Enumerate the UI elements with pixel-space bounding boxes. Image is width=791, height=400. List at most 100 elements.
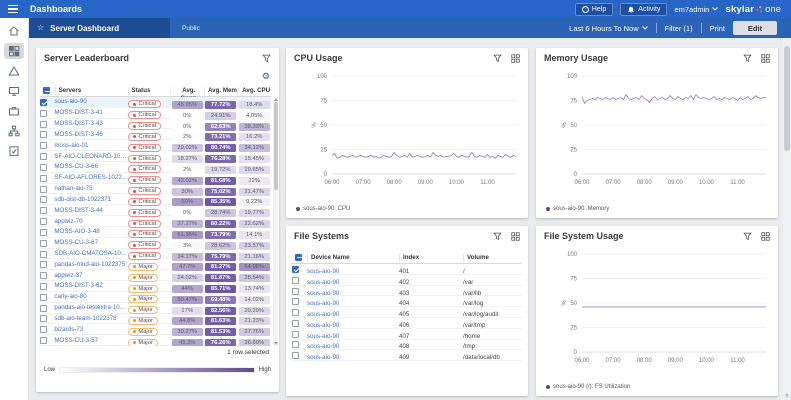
server-link[interactable]: MOSS-DIST-3-62 bbox=[54, 282, 103, 290]
edit-button[interactable]: Edit bbox=[733, 21, 777, 35]
table-row[interactable]: sous-aio-90 409/data/local/db bbox=[292, 350, 522, 361]
table-row[interactable]: appwiz-70 Critical 37.27% 80.22% 22.62% bbox=[40, 216, 271, 229]
row-checkbox[interactable] bbox=[40, 326, 47, 334]
sidebar-item-home[interactable] bbox=[4, 23, 24, 39]
server-link[interactable]: carly-aio-80 bbox=[54, 293, 87, 301]
row-checkbox[interactable] bbox=[40, 207, 47, 215]
device-link[interactable]: sous-aio-90 bbox=[307, 267, 340, 275]
table-row[interactable]: SF-AIO-AFLORES-1022328 Critical 43.02% 81.6… bbox=[40, 173, 271, 185]
table-row[interactable]: sous-aio-90 403/var/lib bbox=[292, 286, 522, 297]
help-button[interactable]: ? Help bbox=[574, 2, 614, 16]
device-link[interactable]: sous-aio-90 bbox=[307, 289, 340, 297]
server-link[interactable]: moss-aio-01 bbox=[54, 141, 89, 149]
sidebar-item-maps[interactable] bbox=[4, 123, 24, 139]
table-row[interactable]: sous-aio-90 Critical 45.95% 77.72% 18.4% bbox=[40, 97, 271, 109]
table-row[interactable]: sous-aio-90 408/tmp bbox=[292, 340, 522, 351]
select-all-checkbox[interactable] bbox=[295, 253, 302, 261]
row-checkbox[interactable] bbox=[40, 283, 47, 290]
table-row[interactable]: MOSS-DIST-3-41 Critical 0% 24.91% 4.05% bbox=[40, 108, 271, 120]
row-checkbox[interactable] bbox=[40, 185, 47, 193]
visualization-grid-icon[interactable] bbox=[761, 53, 770, 63]
server-link[interactable]: pandas-mud-aio-1022375 bbox=[54, 260, 126, 268]
server-link[interactable]: MOSS-CU-3-67 bbox=[54, 239, 99, 247]
table-row[interactable]: appwiz-37 Major 24.02% 81.87% 28.54% bbox=[40, 270, 271, 283]
table-row[interactable]: MOSS-AIO-3-48 Critical 51.35% 73.79% 14.1% bbox=[40, 227, 271, 239]
row-checkbox[interactable] bbox=[40, 163, 47, 171]
server-link[interactable]: MOSS-DIST-3-41 bbox=[54, 109, 103, 117]
activity-button[interactable]: Activity bbox=[620, 2, 668, 16]
row-checkbox[interactable] bbox=[40, 250, 47, 258]
server-link[interactable]: sdb-dist-db-1022371 bbox=[54, 195, 112, 203]
server-link[interactable]: MOSS-DIST-3-43 bbox=[54, 120, 103, 128]
row-checkbox[interactable] bbox=[40, 261, 47, 269]
row-checkbox[interactable] bbox=[292, 341, 299, 349]
row-checkbox[interactable] bbox=[40, 131, 47, 139]
table-row[interactable]: bizards-73 Major 39.27% 81.53% 27.76% bbox=[40, 324, 271, 337]
sidebar-item-devices[interactable] bbox=[4, 83, 24, 99]
row-checkbox[interactable] bbox=[292, 309, 299, 317]
scrollbar-thumb[interactable] bbox=[273, 102, 278, 190]
device-link[interactable]: sous-aio-90 bbox=[307, 354, 340, 362]
server-link[interactable]: appwiz-70 bbox=[54, 217, 83, 225]
row-checkbox[interactable] bbox=[40, 142, 47, 150]
row-checkbox[interactable] bbox=[40, 153, 47, 161]
row-checkbox[interactable] bbox=[40, 196, 47, 204]
server-link[interactable]: SDB-AIO-CMATOSA-1022327 bbox=[54, 250, 128, 257]
page-scrollbar[interactable] bbox=[783, 38, 791, 400]
server-link[interactable]: sdb-aio-team-1022378 bbox=[54, 314, 117, 322]
table-row[interactable]: pandas-aio-testextra-1022377Major 17%82.5… bbox=[40, 303, 271, 315]
device-link[interactable]: sous-aio-90 bbox=[307, 278, 340, 286]
server-link[interactable]: MOSS-CU-3-66 bbox=[54, 163, 99, 171]
table-row[interactable]: SF-AIO-CLEONARD-1022321Critical 18.27%76.… bbox=[40, 151, 271, 164]
visualization-grid-icon[interactable] bbox=[511, 53, 520, 63]
server-link[interactable]: MOSS-CU-3-57 bbox=[54, 336, 99, 344]
table-row[interactable]: sous-aio-90 401 / bbox=[292, 264, 522, 275]
row-checkbox[interactable] bbox=[40, 293, 47, 301]
print-button[interactable]: Print bbox=[709, 23, 725, 33]
table-row[interactable]: pandas-mud-aio-1022375 Major 47.7% 81.27% 54… bbox=[40, 259, 271, 272]
filter-icon[interactable] bbox=[743, 232, 752, 241]
device-link[interactable]: sous-aio-90 bbox=[307, 332, 340, 340]
row-checkbox[interactable] bbox=[40, 228, 47, 236]
row-checkbox[interactable] bbox=[40, 120, 47, 128]
row-checkbox[interactable] bbox=[40, 174, 47, 182]
table-row[interactable]: sdb-aio-team-1022378 Major 44.8% 81.63% 21.2… bbox=[40, 314, 271, 326]
row-checkbox[interactable] bbox=[40, 272, 47, 280]
sidebar-item-dashboards[interactable] bbox=[4, 43, 24, 59]
server-link[interactable]: SF-AIO-CLEONARD-1022321 bbox=[54, 152, 128, 160]
row-checkbox[interactable] bbox=[292, 319, 299, 327]
row-checkbox[interactable] bbox=[292, 287, 299, 295]
sidebar-item-events[interactable] bbox=[4, 63, 24, 79]
device-link[interactable]: sous-aio-90 bbox=[307, 343, 340, 351]
row-checkbox[interactable] bbox=[40, 337, 47, 345]
server-link[interactable]: MOSS-DIST-3-46 bbox=[54, 130, 103, 138]
row-checkbox[interactable] bbox=[40, 239, 47, 247]
table-row[interactable]: SDB-AIO-CMATOSA-1022327Critical 34.17%75.… bbox=[40, 249, 271, 261]
table-row[interactable]: MOSS-CU-3-66 Critical 2% 19.72% 19.65% bbox=[40, 162, 271, 174]
filter-icon[interactable] bbox=[493, 54, 502, 63]
gear-icon[interactable]: ⚙ bbox=[261, 71, 270, 81]
table-row[interactable]: MOSS-CU-3-67 Critical 3% 28.62% 23.57% bbox=[40, 238, 271, 250]
row-checkbox[interactable] bbox=[40, 304, 47, 312]
server-link[interactable]: sous-aio-90 bbox=[54, 98, 87, 106]
row-checkbox[interactable] bbox=[40, 109, 47, 117]
row-checkbox[interactable] bbox=[292, 330, 299, 338]
server-link[interactable]: appwiz-37 bbox=[54, 271, 83, 279]
table-row[interactable]: MOSS-DIST-3-62 Major 44% 85.71% 13.74% bbox=[40, 281, 271, 293]
sidebar-item-tickets[interactable] bbox=[4, 143, 24, 159]
device-link[interactable]: sous-aio-90 bbox=[307, 321, 340, 329]
row-checkbox[interactable] bbox=[292, 276, 299, 284]
visualization-grid-icon[interactable] bbox=[761, 231, 770, 241]
table-scrollbar[interactable] bbox=[273, 97, 278, 346]
row-checkbox[interactable] bbox=[40, 98, 47, 106]
table-row[interactable]: nathan-aio-75 Critical 30% 75.02% 21.47% bbox=[40, 184, 271, 196]
row-checkbox[interactable] bbox=[292, 265, 299, 273]
device-link[interactable]: sous-aio-90 bbox=[307, 300, 340, 308]
table-row[interactable]: MOSS-CU-3-57 Major 45.3% 76.26% 26.69% bbox=[40, 335, 271, 346]
device-link[interactable]: sous-aio-90 bbox=[307, 311, 340, 319]
table-row[interactable]: sous-aio-90 405/var/log/audit bbox=[292, 307, 522, 318]
server-link[interactable]: SF-AIO-AFLORES-1022328 bbox=[54, 174, 129, 182]
row-checkbox[interactable] bbox=[40, 218, 47, 226]
server-link[interactable]: MOSS-DIST-3-44 bbox=[54, 206, 103, 214]
table-row[interactable]: MOSS-DIST-3-43 Critical 0% 62.63% 38.33% bbox=[40, 119, 271, 131]
